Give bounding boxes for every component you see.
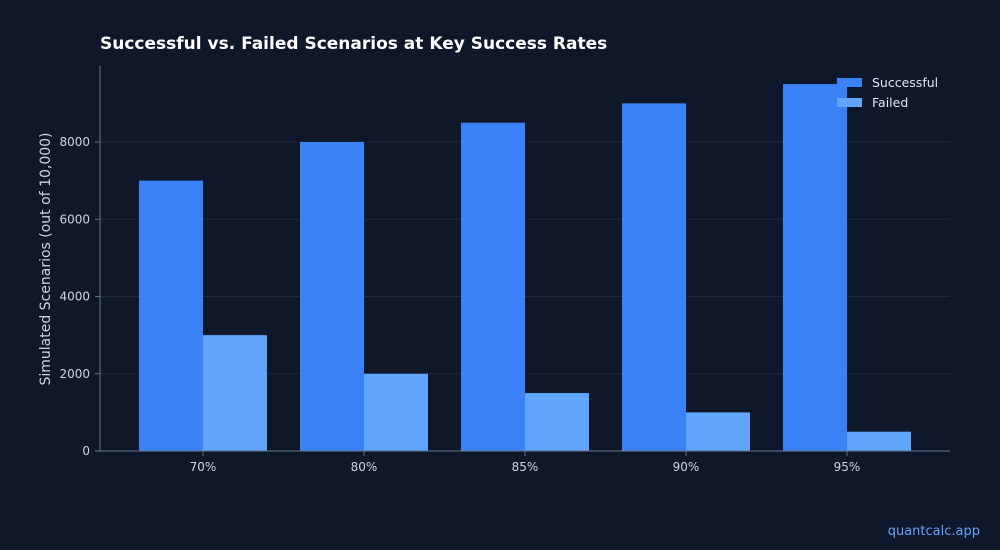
x-tick-label: 90%	[673, 460, 700, 474]
bar-successful-1	[300, 142, 364, 451]
y-tick-label: 6000	[59, 212, 90, 226]
y-tick-label: 0	[82, 444, 90, 458]
legend-label-failed: Failed	[872, 95, 908, 110]
y-tick-label: 4000	[59, 290, 90, 304]
legend: Successful Failed	[837, 75, 938, 110]
bar-successful-3	[622, 103, 686, 451]
y-axis-label: Simulated Scenarios (out of 10,000)	[38, 132, 54, 385]
bar-successful-4	[783, 84, 847, 451]
legend-swatch-failed	[837, 98, 862, 107]
bar-successful-0	[139, 180, 203, 451]
x-tick-label: 85%	[512, 460, 539, 474]
y-tick-label: 2000	[59, 367, 90, 381]
bar-failed-3	[686, 412, 750, 451]
bars	[139, 84, 911, 451]
bar-failed-1	[364, 373, 428, 451]
bar-failed-0	[203, 335, 267, 451]
bar-failed-2	[525, 393, 589, 451]
legend-label-successful: Successful	[872, 75, 938, 90]
bar-failed-4	[847, 431, 911, 451]
legend-swatch-successful	[837, 78, 862, 87]
x-tick-label: 80%	[351, 460, 378, 474]
axes	[95, 66, 950, 456]
watermark: quantcalc.app	[887, 524, 980, 539]
bar-successful-2	[461, 122, 525, 451]
x-tick-label: 95%	[834, 460, 861, 474]
tick-labels: 0 2000 4000 6000 8000 70% 80% 85% 90% 95%	[59, 135, 860, 474]
x-tick-label: 70%	[190, 460, 217, 474]
y-tick-label: 8000	[59, 135, 90, 149]
chart-title: Successful vs. Failed Scenarios at Key S…	[100, 34, 607, 54]
